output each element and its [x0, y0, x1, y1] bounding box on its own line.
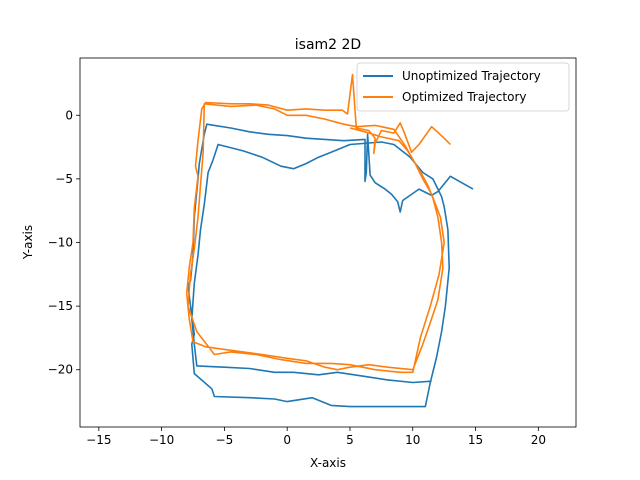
legend-label-unoptimized: Unoptimized Trajectory: [402, 69, 541, 83]
x-tick-label: 10: [405, 433, 420, 447]
y-tick-label: −20: [48, 363, 73, 377]
y-axis-title: Y-axis: [21, 225, 35, 260]
series-line-optimized: [185, 73, 451, 374]
legend-box: [356, 62, 570, 112]
plot-area-frame: [79, 57, 577, 428]
x-tick-label: 20: [531, 433, 546, 447]
x-axis-ticks: −15 −10 −5 0 5 10 15 20: [86, 427, 546, 447]
y-tick-label: −5: [55, 172, 73, 186]
series-layer: [185, 73, 474, 408]
x-tick-label: 15: [468, 433, 483, 447]
y-axis-ticks: 0 −5 −10 −15 −20: [48, 108, 80, 377]
legend-label-optimized: Optimized Trajectory: [402, 90, 527, 104]
chart-title: isam2 2D: [295, 37, 361, 53]
y-tick-label: 0: [65, 108, 73, 122]
y-tick-label: −10: [48, 236, 73, 250]
y-tick-label: −15: [48, 299, 73, 313]
series-line-unoptimized: [187, 123, 474, 408]
x-tick-label: −10: [149, 433, 174, 447]
legend: Unoptimized Trajectory Optimized Traject…: [356, 62, 570, 112]
x-tick-label: 5: [346, 433, 354, 447]
x-axis-title: X-axis: [310, 456, 346, 470]
x-tick-label: 0: [283, 433, 291, 447]
x-tick-label: −5: [216, 433, 234, 447]
x-tick-label: −15: [86, 433, 111, 447]
